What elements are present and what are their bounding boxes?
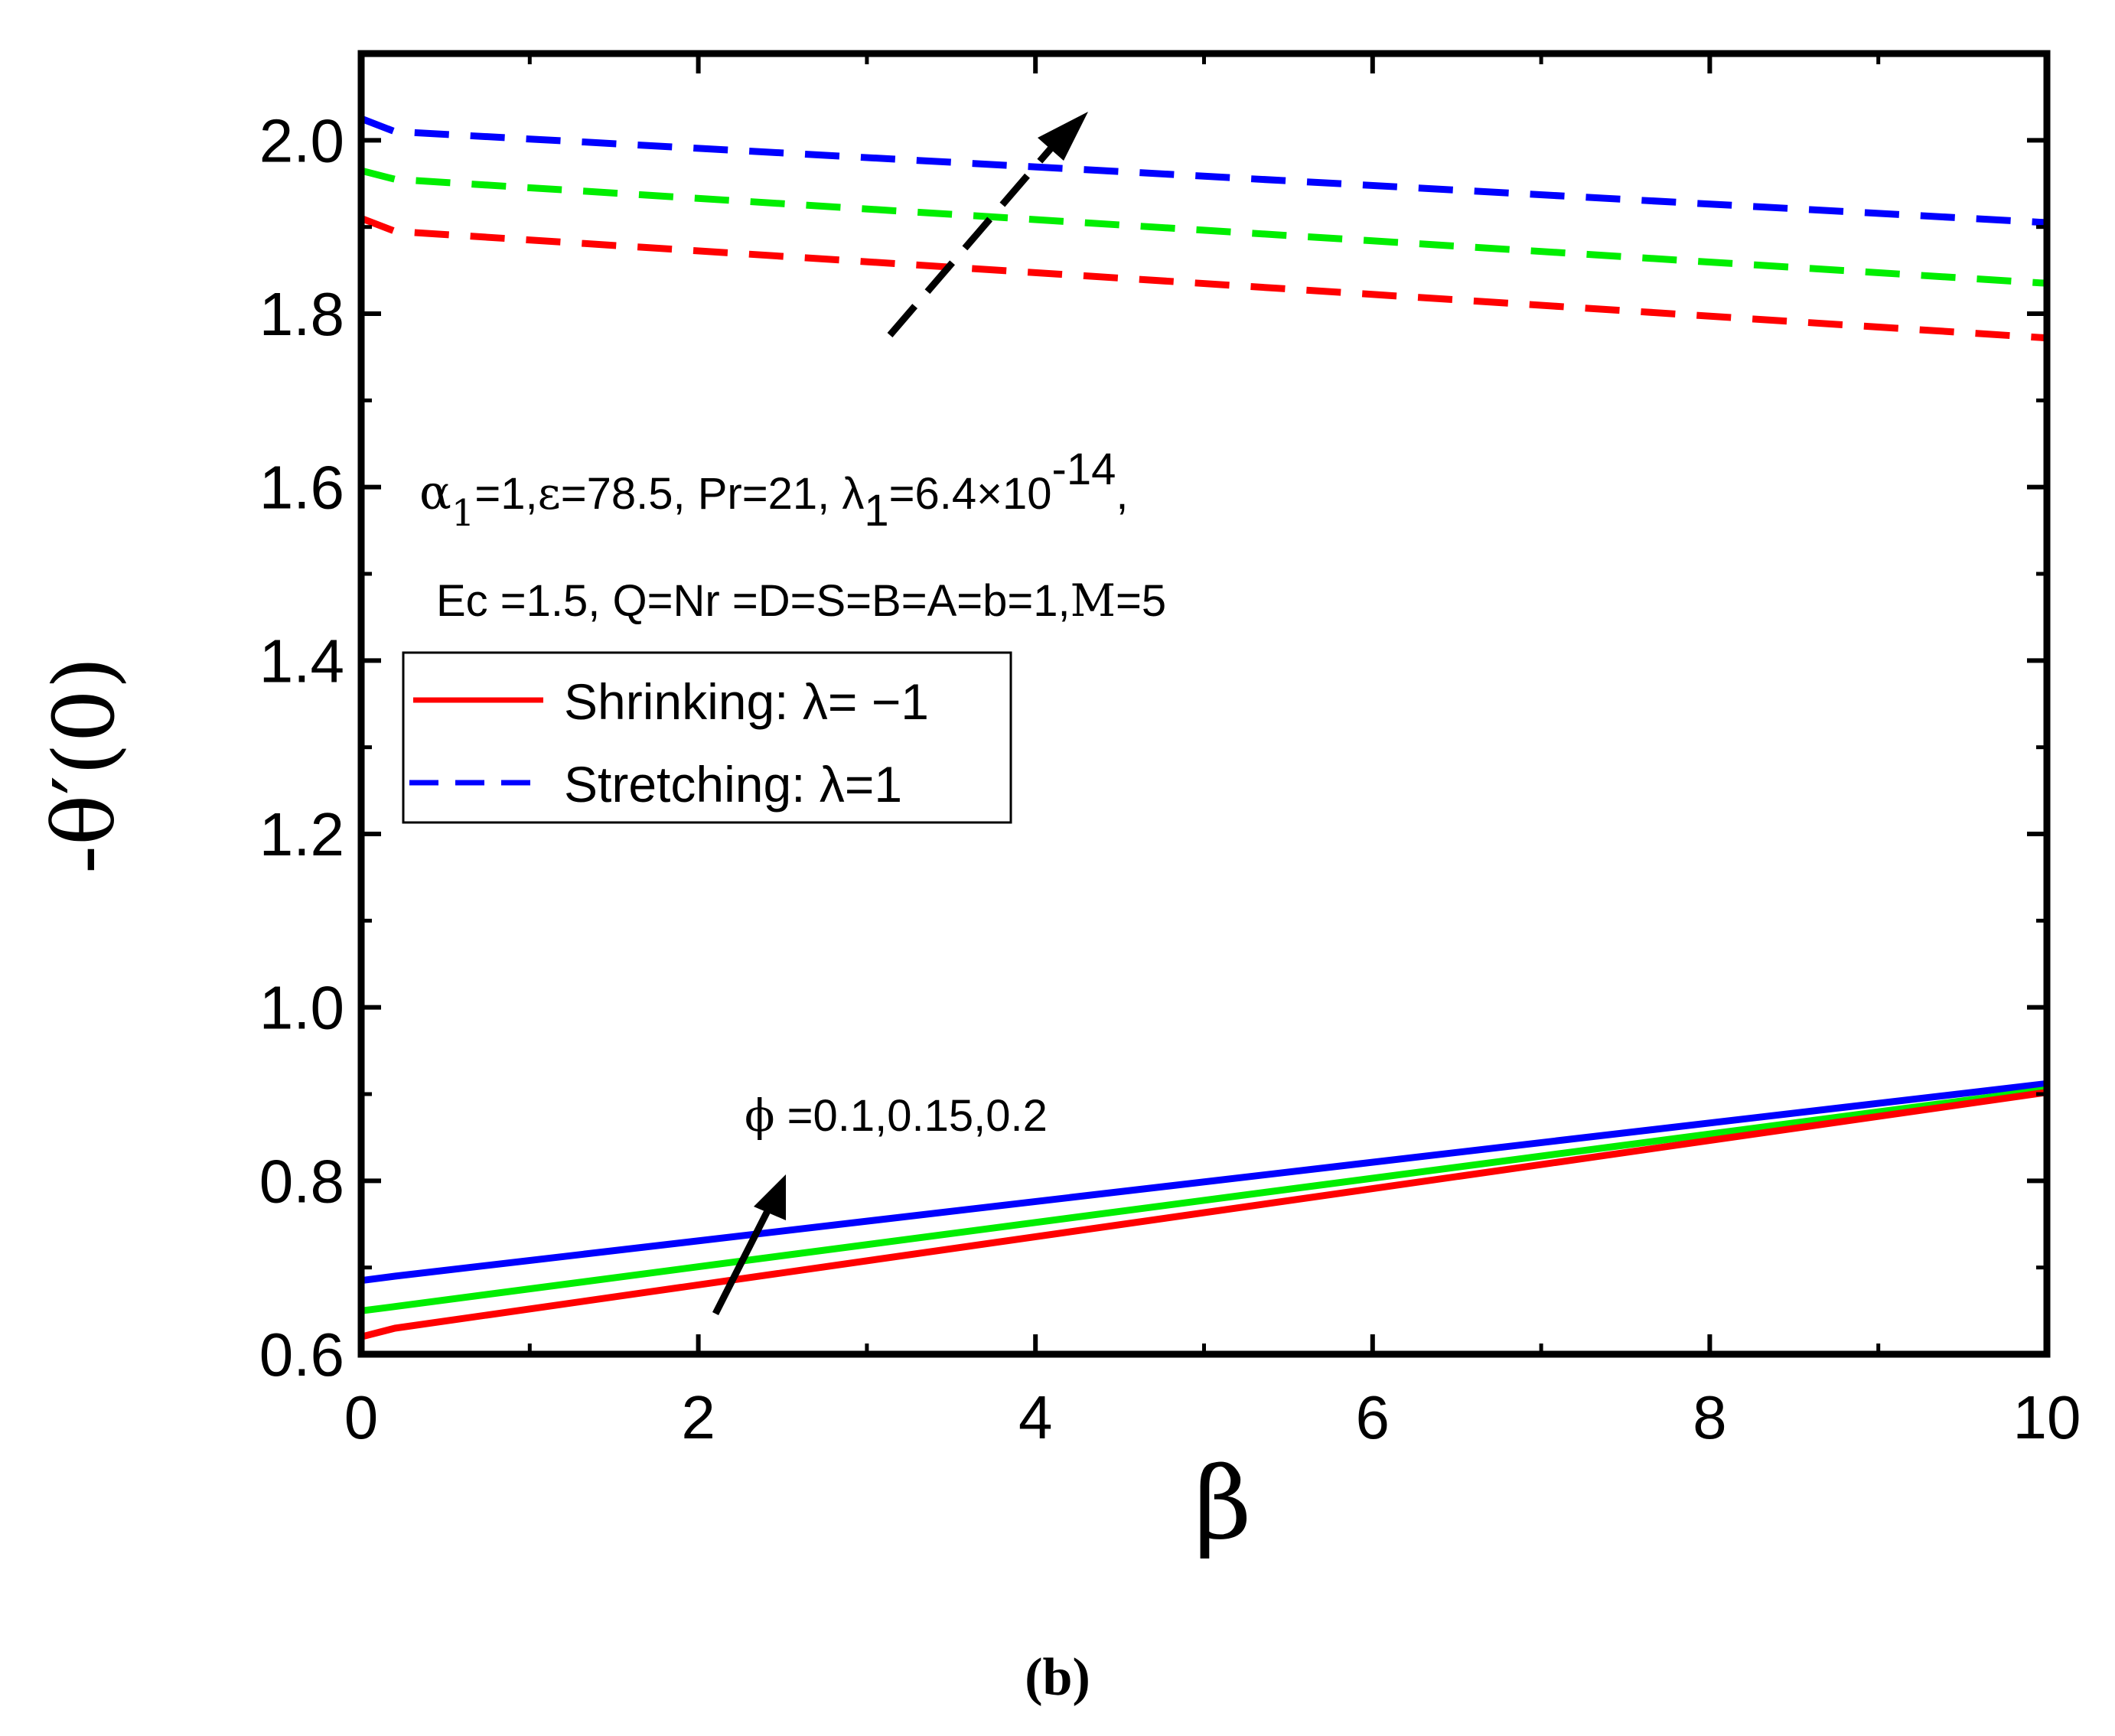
shrinking-series-line-5 xyxy=(360,1089,2048,1340)
x-tick-label: 4 xyxy=(1018,1383,1053,1451)
stretching-series-group xyxy=(360,115,2048,342)
shrinking-trend-arrow xyxy=(712,1174,786,1316)
stretching-series-line-1 xyxy=(360,167,2048,287)
figure-caption: (b) xyxy=(1025,1648,1090,1707)
x-tick-label: 2 xyxy=(681,1383,715,1451)
y-tick-label: 1.2 xyxy=(259,800,344,868)
y-tick-label: 0.6 xyxy=(259,1321,344,1389)
y-tick-labels: 0.6 0.8 1.0 1.2 1.4 1.6 1.8 2.0 xyxy=(259,106,344,1389)
x-tick-label: 8 xyxy=(1693,1383,1727,1451)
y-axis-title: -θ′(0) xyxy=(35,656,133,874)
params-annotation-line1: α1=1,ε=78.5, Pr=21, λ1=6.4×10-14, xyxy=(419,445,1128,536)
x-tick-label: 10 xyxy=(2013,1383,2081,1451)
y-tick-label: 1.0 xyxy=(259,974,344,1042)
legend-box xyxy=(402,651,1012,824)
axis-ticks xyxy=(359,51,2049,1357)
x-tick-labels: 0 2 4 6 8 10 xyxy=(344,1383,2081,1451)
stretching-series-line-0 xyxy=(360,115,2048,226)
stretching-series-line-2 xyxy=(360,215,2048,342)
y-tick-label: 1.4 xyxy=(259,627,344,695)
legend-label-shrinking: Shrinking: λ= −1 xyxy=(564,673,929,730)
phi-annotation: ϕ =0.1,0.15,0.2 xyxy=(745,1089,1048,1142)
y-tick-label: 1.8 xyxy=(259,280,344,348)
shrinking-series-group xyxy=(360,1080,2048,1340)
shrinking-series-line-4 xyxy=(360,1086,2048,1314)
legend-label-stretching: Stretching: λ=1 xyxy=(564,756,902,813)
params-annotation-line2: Ec =1.5, Q=Nr =D=S=B=A=b=1,M=5 xyxy=(436,575,1166,627)
y-tick-label: 2.0 xyxy=(259,106,344,174)
x-axis-title: β xyxy=(1194,1445,1251,1562)
stretching-trend-arrow xyxy=(887,112,1088,337)
legend: Shrinking: λ= −1 Stretching: λ=1 xyxy=(402,651,1012,824)
x-tick-label: 0 xyxy=(344,1383,379,1451)
y-tick-label: 1.6 xyxy=(259,454,344,522)
y-tick-label: 0.8 xyxy=(259,1147,344,1215)
shrinking-series-line-3 xyxy=(360,1080,2048,1285)
x-tick-label: 6 xyxy=(1356,1383,1390,1451)
